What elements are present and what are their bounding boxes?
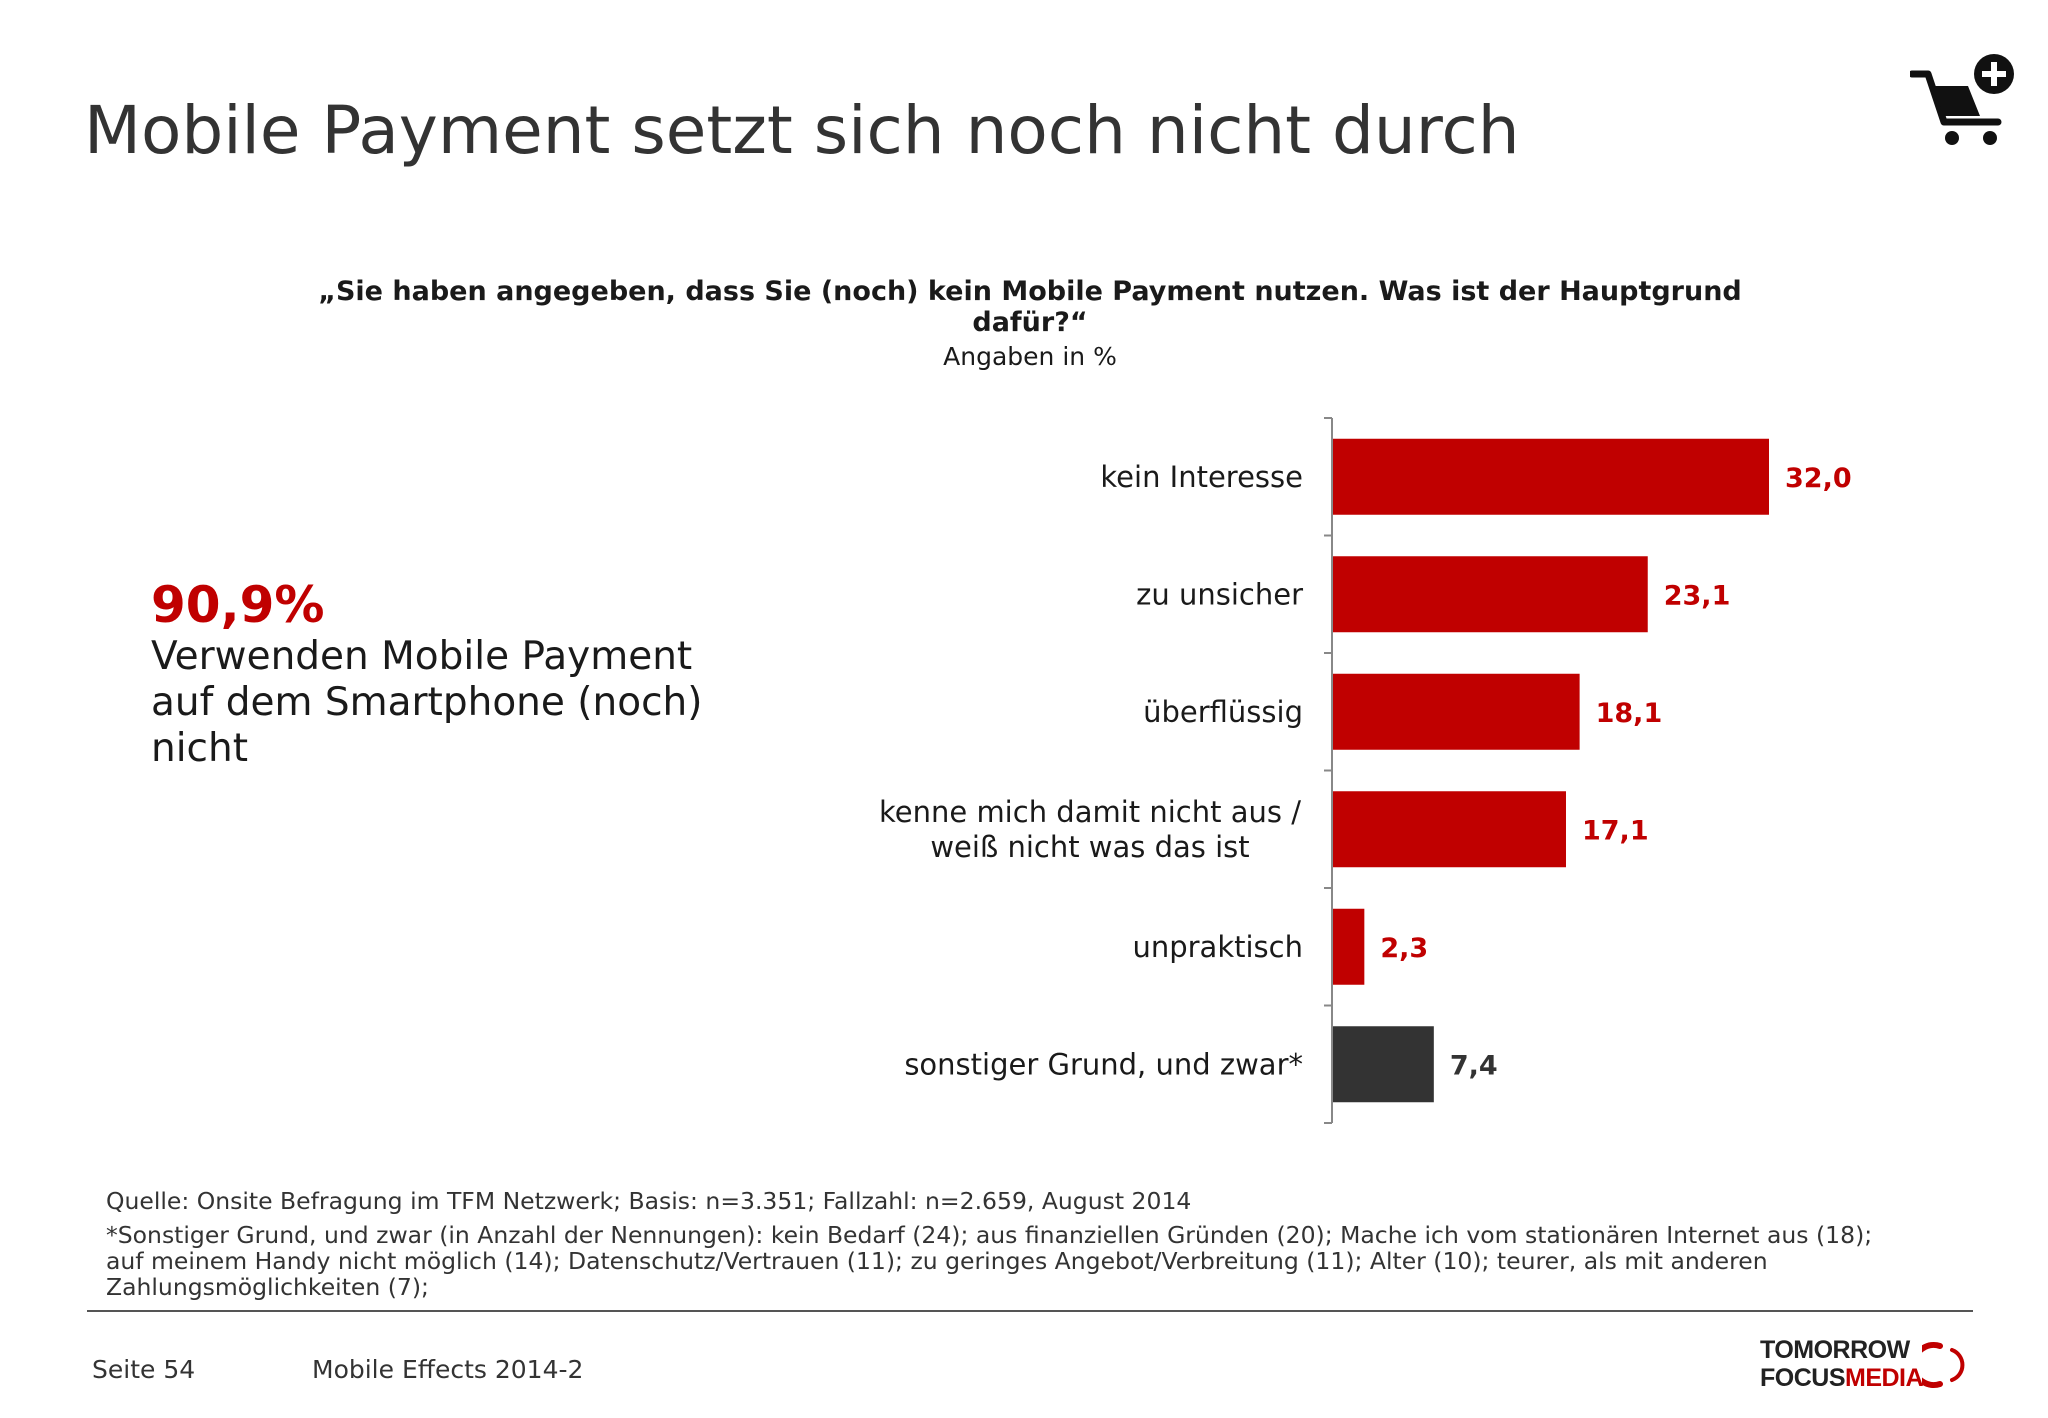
survey-question: „Sie haben angegeben, dass Sie (noch) ke…: [300, 276, 1760, 338]
bar: [1333, 1026, 1434, 1103]
page-title: Mobile Payment setzt sich noch nicht dur…: [84, 92, 1520, 169]
shopping-cart-plus-icon: [1910, 54, 2014, 145]
bar: [1333, 673, 1580, 750]
data-label: 32,0: [1785, 463, 1852, 494]
category-label: kein Interesse: [1100, 460, 1303, 494]
category-label: zu unsicher: [1136, 577, 1303, 611]
company-logo: TOMORROW FOCUSMEDIA: [1760, 1336, 1980, 1396]
page-number: Seite 54: [92, 1355, 196, 1384]
logo-text-media: MEDIA: [1845, 1364, 1924, 1392]
bar: [1333, 791, 1566, 868]
logo-text-line-2: FOCUSMEDIA: [1760, 1364, 1924, 1393]
bar: [1333, 908, 1365, 985]
data-label: 23,1: [1664, 580, 1731, 611]
data-label: 7,4: [1450, 1050, 1498, 1081]
report-name: Mobile Effects 2014-2: [312, 1355, 584, 1384]
category-label: überflüssig: [1143, 695, 1303, 729]
footnote: *Sonstiger Grund, und zwar (in Anzahl de…: [106, 1222, 2006, 1300]
category-label: weiß nicht was das ist: [930, 830, 1249, 864]
highlight-line-2: auf dem Smartphone (noch): [151, 680, 703, 725]
highlight-line-1: Verwenden Mobile Payment: [151, 634, 693, 679]
logo-text-line-1: TOMORROW: [1760, 1336, 1910, 1364]
category-label: unpraktisch: [1132, 930, 1303, 964]
footnote-line-1: *Sonstiger Grund, und zwar (in Anzahl de…: [106, 1221, 1873, 1249]
footnote-line-2: auf meinem Handy nicht möglich (14); Dat…: [106, 1247, 1768, 1275]
category-label: sonstiger Grund, und zwar*: [904, 1047, 1303, 1081]
source-note: Quelle: Onsite Befragung im TFM Netzwerk…: [106, 1187, 1192, 1215]
highlight-line-3: nicht: [151, 726, 249, 771]
data-label: 17,1: [1582, 815, 1649, 846]
logo-text-focus: FOCUS: [1760, 1364, 1846, 1392]
bar: [1333, 556, 1648, 633]
highlight-value: 90,9%: [151, 576, 325, 634]
category-label: kenne mich damit nicht aus /: [879, 795, 1301, 829]
data-label: 18,1: [1596, 698, 1663, 729]
footnote-line-3: Zahlungsmöglichkeiten (7);: [106, 1273, 429, 1301]
survey-question-line-1: „Sie haben angegeben, dass Sie (noch) ke…: [318, 276, 1742, 307]
logo-swoosh-icon: [1922, 1342, 1965, 1388]
bar: [1333, 438, 1769, 515]
highlight-description: Verwenden Mobile Payment auf dem Smartph…: [151, 634, 751, 772]
data-label: 2,3: [1380, 933, 1428, 964]
survey-question-line-2: dafür?“: [972, 307, 1088, 338]
unit-label: Angaben in %: [943, 342, 1117, 371]
footer-divider: [87, 1310, 1973, 1312]
